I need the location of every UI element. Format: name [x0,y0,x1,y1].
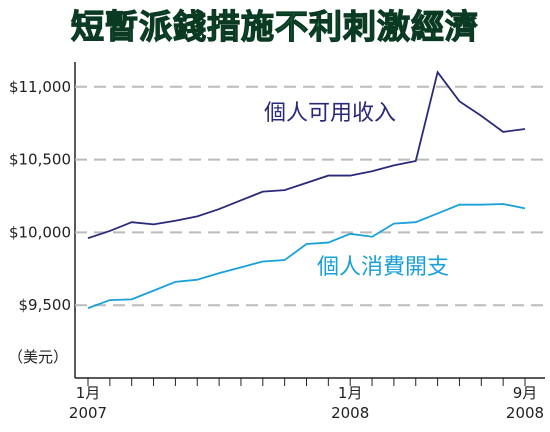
chart-title: 短暫派錢措施不利刺激經濟 [71,7,479,46]
series-line [87,70,526,240]
series-label: 個人消費開支 [317,255,449,280]
x-tick-label: 1月 2007 [69,384,107,422]
series-label: 個人可用收入 [264,101,396,126]
y-tick-label: $10,500 [9,151,71,169]
y-tick-label: $10,000 [9,223,71,241]
y-tick-label: $11,000 [9,78,71,96]
x-tick-label: 1月 2008 [331,384,369,422]
y-axis-label: （美元） [8,348,68,366]
series-line [87,203,526,309]
x-tick-label: 9月 2008 [506,384,544,422]
y-tick-label: $9,500 [19,296,72,314]
